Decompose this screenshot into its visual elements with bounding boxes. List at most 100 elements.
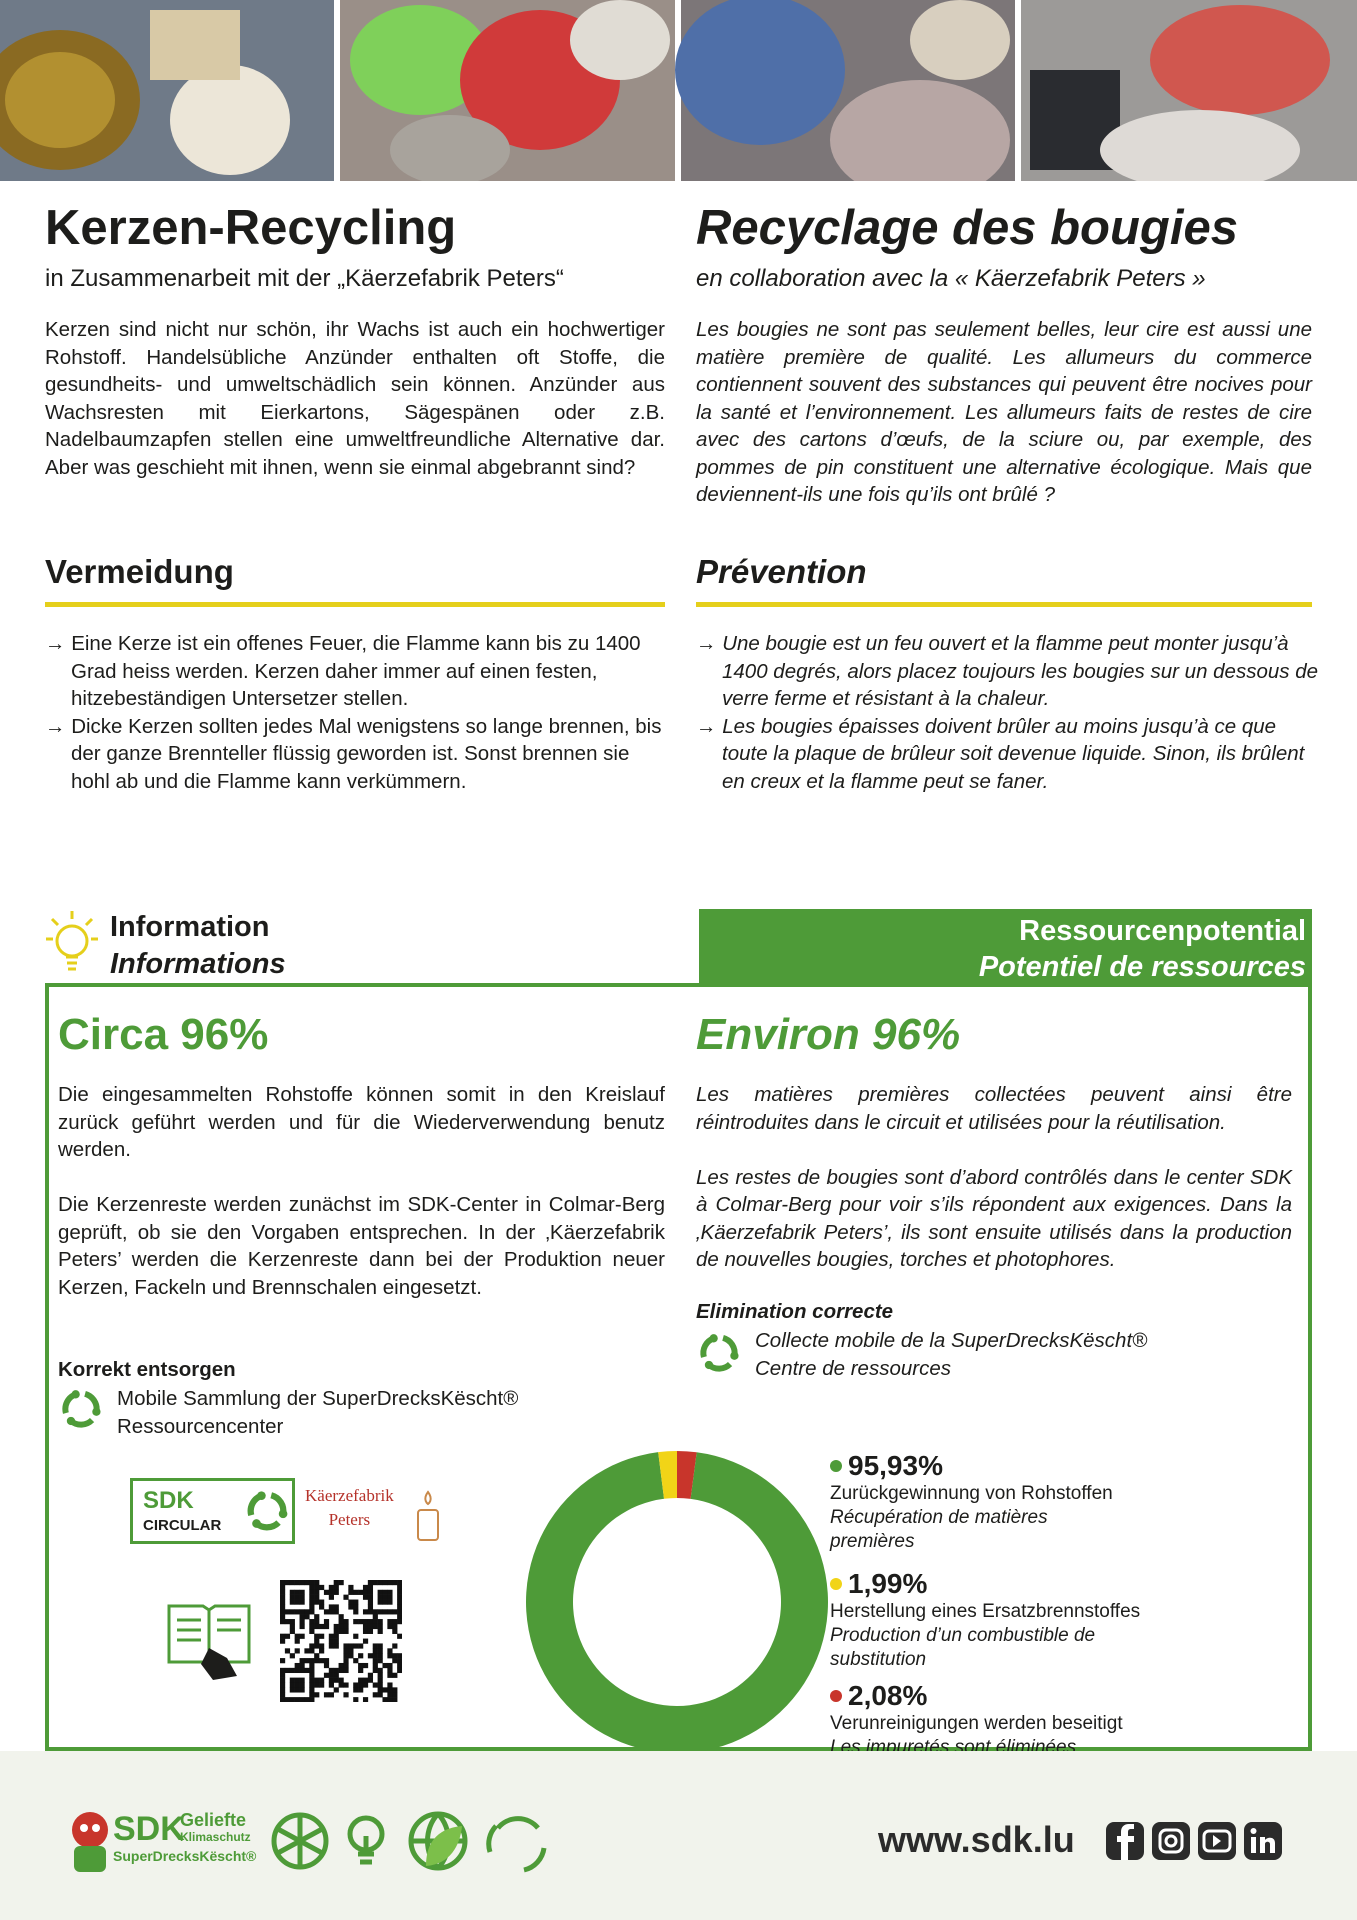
- disposal-de: Mobile Sammlung der SuperDrecksKëscht® R…: [117, 1385, 518, 1440]
- qr-module: [392, 1580, 398, 1586]
- qr-module: [314, 1584, 320, 1591]
- qr-module: [328, 1638, 334, 1644]
- qr-module: [309, 1667, 315, 1674]
- sdk-circular-logo: SDK CIRCULAR: [130, 1478, 295, 1544]
- qr-module: [338, 1580, 344, 1586]
- disposal-line: Mobile Sammlung der SuperDrecksKëscht®: [117, 1387, 519, 1410]
- qr-module: [309, 1580, 315, 1586]
- qr-module: [299, 1619, 305, 1625]
- qr-module: [392, 1672, 398, 1678]
- qr-module: [284, 1633, 291, 1639]
- paragraph: Les matières premières collectées peuven…: [696, 1083, 1292, 1134]
- qr-module: [323, 1619, 330, 1625]
- qr-module: [323, 1623, 330, 1630]
- qr-module: [294, 1677, 300, 1683]
- qr-module: [343, 1682, 349, 1688]
- qr-module: [280, 1594, 286, 1600]
- qr-module: [397, 1580, 402, 1586]
- qr-module: [392, 1653, 398, 1659]
- qr-module: [280, 1697, 286, 1702]
- qr-module: [299, 1662, 305, 1669]
- qr-module: [299, 1594, 305, 1600]
- qr-module: [377, 1672, 383, 1678]
- qr-module: [333, 1638, 339, 1644]
- qr-module: [343, 1653, 349, 1659]
- recycle-icon: [62, 1390, 101, 1428]
- qr-module: [280, 1672, 286, 1678]
- qr-module: [353, 1687, 359, 1693]
- qr-module: [397, 1614, 402, 1620]
- qr-module: [367, 1584, 374, 1591]
- logo-text: SDK: [143, 1487, 194, 1514]
- qr-module: [362, 1584, 369, 1591]
- legend-label-fr: Production d’un combustible de substitut…: [830, 1625, 1096, 1670]
- rule: [696, 602, 1312, 607]
- footer-icons: [271, 1811, 547, 1873]
- qr-module: [323, 1692, 330, 1698]
- qr-module: [328, 1589, 334, 1595]
- qr-module: [309, 1672, 315, 1678]
- disposal-line: Collecte mobile de la SuperDrecksKëscht®: [755, 1329, 1148, 1352]
- qr-module: [333, 1623, 339, 1630]
- qr-module: [299, 1633, 305, 1639]
- disposal-line: Ressourcencenter: [117, 1414, 284, 1438]
- qr-module: [387, 1609, 393, 1615]
- qr-module: [289, 1623, 295, 1630]
- legend-label-de: Herstellung eines Ersatzbrennstoffes: [830, 1601, 1141, 1622]
- qr-module: [333, 1580, 339, 1586]
- qr-module: [397, 1584, 402, 1591]
- qr-module: [289, 1594, 295, 1600]
- qr-module: [309, 1687, 315, 1693]
- disposal-fr: Collecte mobile de la SuperDrecksKëscht®…: [755, 1327, 1147, 1382]
- qr-module: [319, 1633, 325, 1639]
- qr-module: [319, 1584, 325, 1591]
- subtitle-de: in Zusammenarbeit mit der „Käerzefabrik …: [45, 265, 564, 292]
- qr-module: [299, 1667, 305, 1674]
- qr-module: [362, 1662, 369, 1669]
- qr-module: [397, 1633, 402, 1639]
- qr-module: [397, 1619, 402, 1625]
- instagram-icon[interactable]: [1152, 1822, 1190, 1860]
- qr-module: [362, 1697, 369, 1702]
- disposal-line: Centre de ressources: [755, 1356, 951, 1380]
- recycle-head: [704, 1360, 714, 1370]
- bullet: → Dicke Kerzen sollten jedes Mal wenigst…: [45, 714, 662, 793]
- qr-module: [367, 1609, 374, 1615]
- qr-module: [343, 1692, 349, 1698]
- qr-module: [304, 1614, 310, 1620]
- qr-module: [338, 1619, 344, 1625]
- legend-label-de: Zurückgewinnung von Rohstoffen: [830, 1483, 1113, 1504]
- qr-module: [309, 1609, 315, 1615]
- qr-module: [377, 1609, 383, 1615]
- qr-module: [377, 1643, 383, 1649]
- tab-de: Ressourcenpotential: [1019, 915, 1306, 947]
- qr-module: [367, 1594, 374, 1600]
- qr-module: [338, 1677, 344, 1683]
- qr-module: [367, 1619, 374, 1625]
- logo-text: Käerzefabrik: [305, 1486, 394, 1505]
- qr-module: [294, 1682, 300, 1688]
- qr-module: [367, 1677, 374, 1683]
- qr-module: [309, 1619, 315, 1625]
- intro-fr: Les bougies ne sont pas seulement belles…: [696, 318, 1312, 506]
- qr-module: [392, 1623, 398, 1630]
- recycle-head: [278, 1509, 288, 1519]
- qr-module: [299, 1658, 305, 1664]
- qr-module: [343, 1619, 349, 1625]
- qr-module: [348, 1604, 354, 1610]
- value-label: 95,93%: [848, 1450, 943, 1481]
- heading-fr: Prévention: [696, 553, 867, 590]
- qr-module: [280, 1687, 286, 1693]
- qr-module: [343, 1628, 349, 1634]
- qr-module: [367, 1653, 374, 1659]
- qr-module: [387, 1687, 393, 1693]
- brand-text: SuperDrecksKëscht®: [113, 1848, 257, 1864]
- qr-module: [387, 1672, 393, 1678]
- footer-url[interactable]: www.sdk.lu: [878, 1819, 1075, 1860]
- qr-module: [348, 1599, 354, 1605]
- qr-module: [377, 1692, 383, 1698]
- qr-module: [314, 1599, 320, 1605]
- qr-module: [343, 1667, 349, 1674]
- qr-module: [314, 1677, 320, 1683]
- qr-module: [377, 1648, 383, 1654]
